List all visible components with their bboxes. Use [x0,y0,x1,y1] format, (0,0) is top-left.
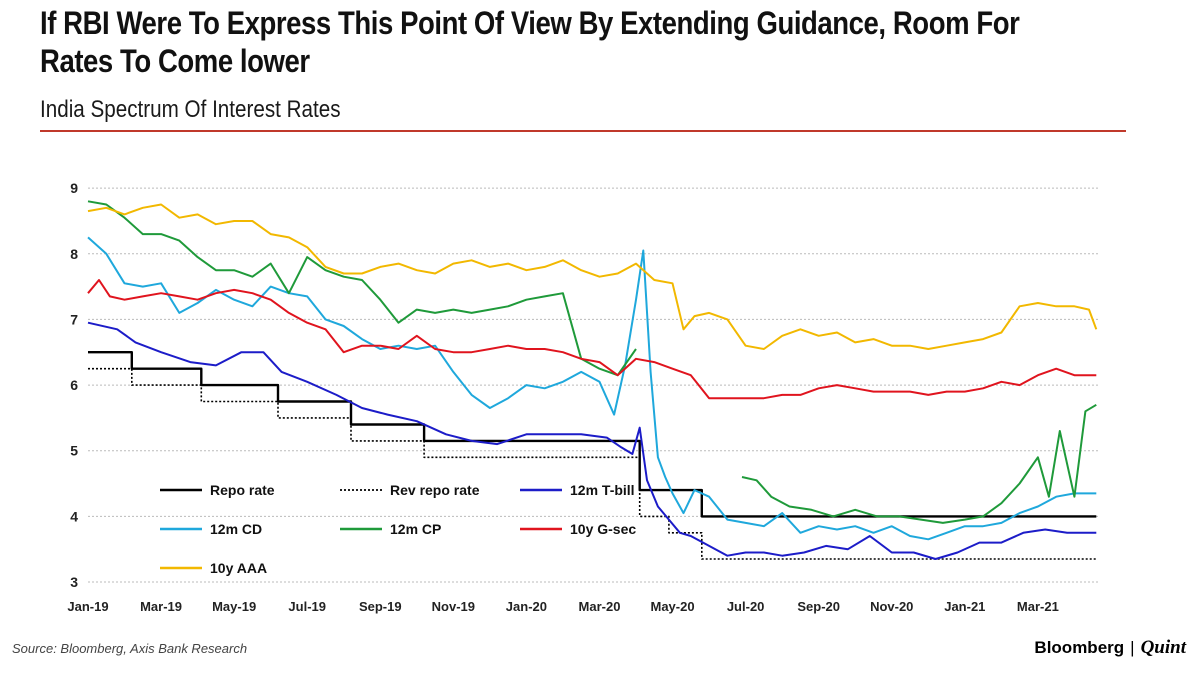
series-line-tbill [87,321,1097,560]
y-tick-label-3: 3 [70,574,78,590]
y-tick-label-6: 6 [70,377,78,393]
legend-label-aaa: 10y AAA [210,560,267,576]
y-tick-label-5: 5 [70,443,78,459]
x-tick-label-mar-19: Mar-19 [140,599,182,614]
chart-title: If RBI Were To Express This Point Of Vie… [40,5,1020,79]
x-tick-label-may-19: May-19 [212,599,256,614]
x-tick-label-jan-21: Jan-21 [944,599,985,614]
x-tick-label-sep-19: Sep-19 [359,599,402,614]
x-tick-label-may-20: May-20 [651,599,695,614]
title-divider [40,130,1126,132]
legend-label-repo: Repo rate [210,482,275,498]
brand-quint: Quint [1140,637,1186,658]
y-tick-label-4: 4 [70,508,78,524]
y-tick-label-8: 8 [70,246,78,262]
x-tick-label-nov-19: Nov-19 [432,599,475,614]
legend-label-gsec: 10y G-sec [570,521,636,537]
x-tick-label-jan-19: Jan-19 [67,599,108,614]
brand-bloomberg: Bloomberg [1034,638,1125,657]
x-tick-label-sep-20: Sep-20 [797,599,840,614]
brand-logo: Bloomberg | Quint [1034,637,1186,659]
chart-subtitle: India Spectrum Of Interest Rates [40,96,341,123]
x-tick-label-nov-20: Nov-20 [870,599,913,614]
series-line-cp [87,200,637,377]
legend-label-cd: 12m CD [210,521,262,537]
x-tick-label-jul-20: Jul-20 [727,599,765,614]
y-tick-label-7: 7 [70,311,78,327]
series-line-aaa [87,203,1098,350]
y-tick-label-9: 9 [70,180,78,196]
x-tick-label-mar-21: Mar-21 [1017,599,1059,614]
series-line-cp2 [741,403,1097,524]
source-note: Source: Bloomberg, Axis Bank Research [12,641,248,656]
legend-label-rev_repo: Rev repo rate [390,482,480,498]
brand-separator: | [1130,638,1135,657]
x-tick-label-jul-19: Jul-19 [288,599,326,614]
legend-label-tbill: 12m T-bill [570,482,635,498]
legend-label-cp: 12m CP [390,521,441,537]
x-tick-label-mar-20: Mar-20 [579,599,621,614]
x-tick-label-jan-20: Jan-20 [506,599,547,614]
series-line-gsec [87,279,1097,400]
